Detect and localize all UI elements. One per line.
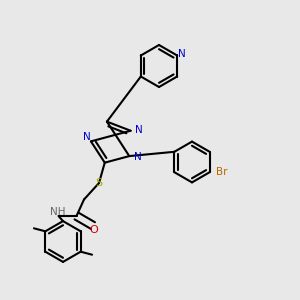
- Text: N: N: [178, 49, 185, 59]
- Text: Br: Br: [216, 167, 228, 177]
- Text: O: O: [89, 225, 98, 235]
- Text: N: N: [82, 132, 90, 142]
- Text: N: N: [135, 124, 142, 134]
- Text: NH: NH: [50, 207, 65, 218]
- Text: S: S: [95, 178, 103, 188]
- Text: N: N: [134, 152, 141, 162]
